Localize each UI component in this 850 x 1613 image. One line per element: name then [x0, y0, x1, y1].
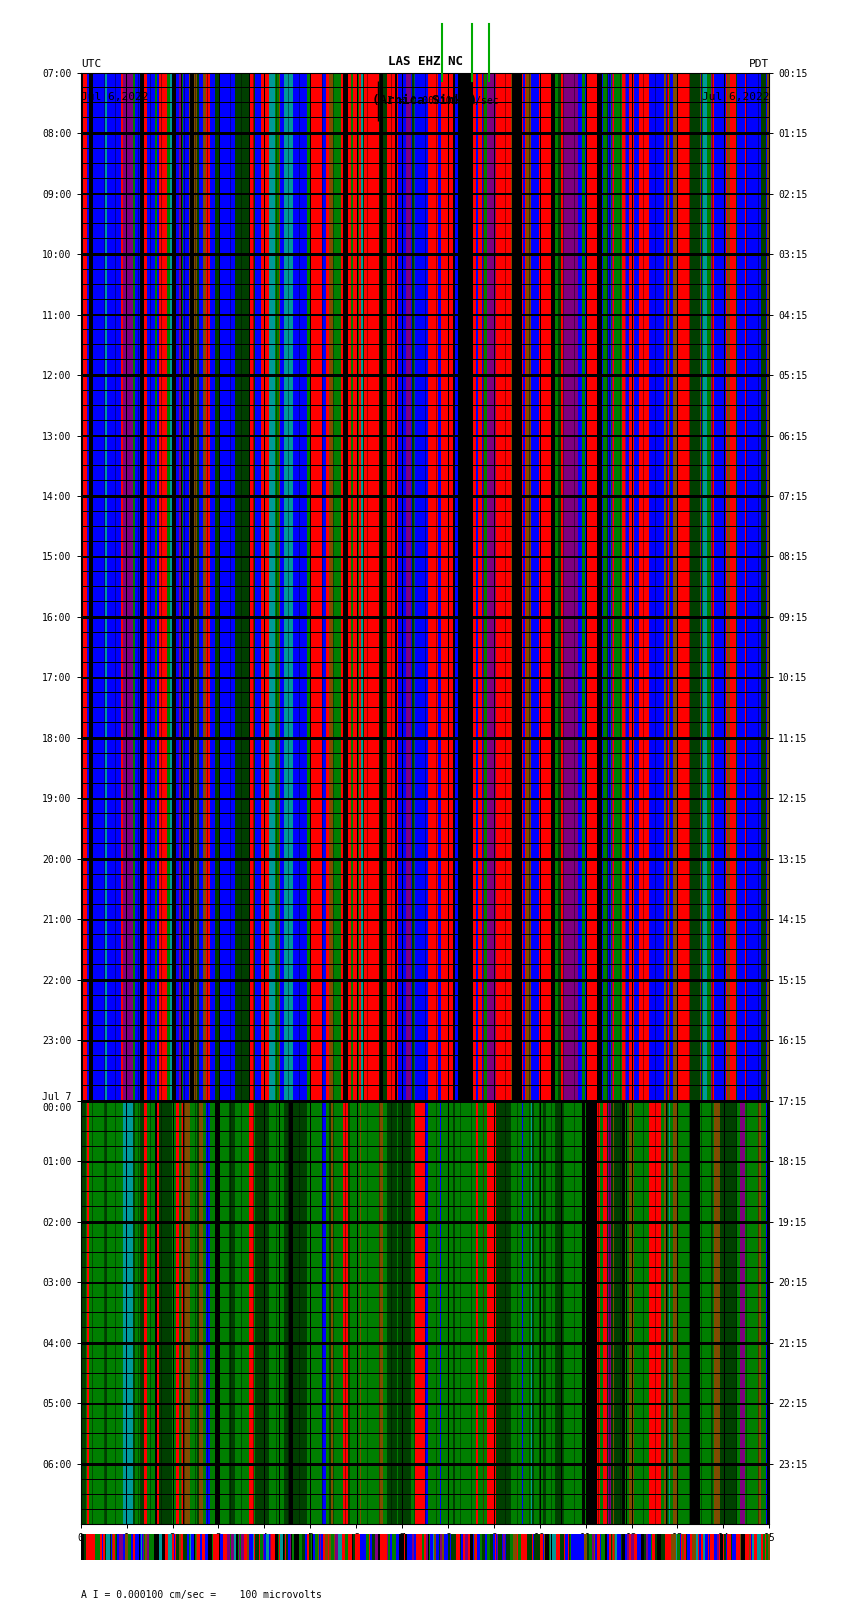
- Text: Jul 6,2022: Jul 6,2022: [702, 92, 769, 102]
- Text: UTC: UTC: [81, 60, 101, 69]
- X-axis label: TIME (MINUTES): TIME (MINUTES): [377, 1547, 473, 1557]
- Text: A I = 0.000100 cm/sec =    100 microvolts: A I = 0.000100 cm/sec = 100 microvolts: [81, 1590, 321, 1600]
- Text: PDT: PDT: [749, 60, 769, 69]
- Text: LAS EHZ NC: LAS EHZ NC: [388, 55, 462, 68]
- Text: I = 0.000100 cm/sec: I = 0.000100 cm/sec: [387, 95, 498, 106]
- Text: Jul 6,2022: Jul 6,2022: [81, 92, 148, 102]
- Text: (Arnica Sink ): (Arnica Sink ): [372, 94, 478, 106]
